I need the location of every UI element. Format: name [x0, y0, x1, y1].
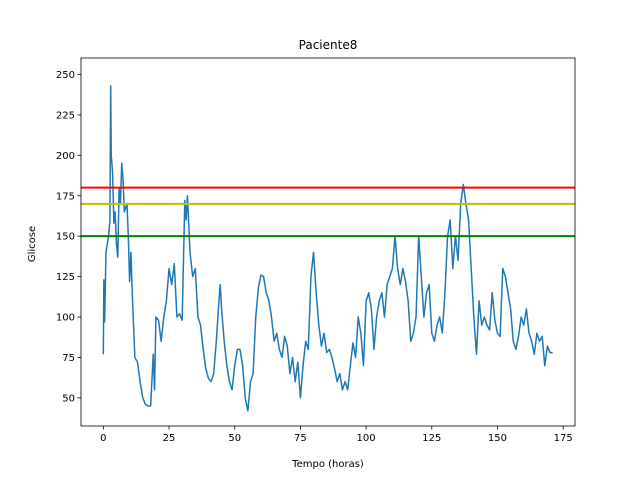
- x-tick-label: 25: [163, 433, 176, 444]
- plot-frame: [80, 57, 576, 427]
- x-tick-label: 175: [554, 433, 573, 444]
- x-tick-label: 100: [357, 433, 376, 444]
- y-tick-label: 175: [56, 191, 75, 202]
- chart-title: Paciente8: [299, 38, 358, 52]
- x-tick-label: 125: [422, 433, 441, 444]
- y-tick-label: 150: [56, 232, 75, 243]
- x-tick-label: 50: [228, 433, 241, 444]
- y-tick-label: 50: [62, 393, 75, 404]
- y-tick-label: 225: [56, 110, 75, 121]
- x-axis-label: Tempo (horas): [291, 459, 364, 470]
- x-tick-label: 0: [100, 433, 106, 444]
- y-tick-label: 250: [56, 70, 75, 81]
- y-axis-label: Glicose: [27, 226, 38, 262]
- y-tick-label: 125: [56, 272, 75, 283]
- y-tick-label: 200: [56, 151, 75, 162]
- x-tick-label: 150: [488, 433, 507, 444]
- x-tick-label: 75: [294, 433, 307, 444]
- data-line: [102, 85, 553, 412]
- y-tick-label: 100: [56, 313, 75, 324]
- y-tick-label: 75: [62, 353, 75, 364]
